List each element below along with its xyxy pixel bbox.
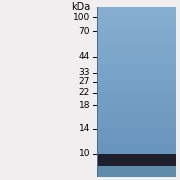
Text: 44: 44 <box>79 52 90 61</box>
Text: 27: 27 <box>79 77 90 86</box>
Text: kDa: kDa <box>71 2 90 12</box>
Text: 33: 33 <box>78 68 90 77</box>
Text: 22: 22 <box>79 88 90 97</box>
Text: 14: 14 <box>79 124 90 133</box>
Text: 10: 10 <box>78 149 90 158</box>
Text: 18: 18 <box>78 101 90 110</box>
Text: 100: 100 <box>73 13 90 22</box>
Text: 70: 70 <box>78 27 90 36</box>
